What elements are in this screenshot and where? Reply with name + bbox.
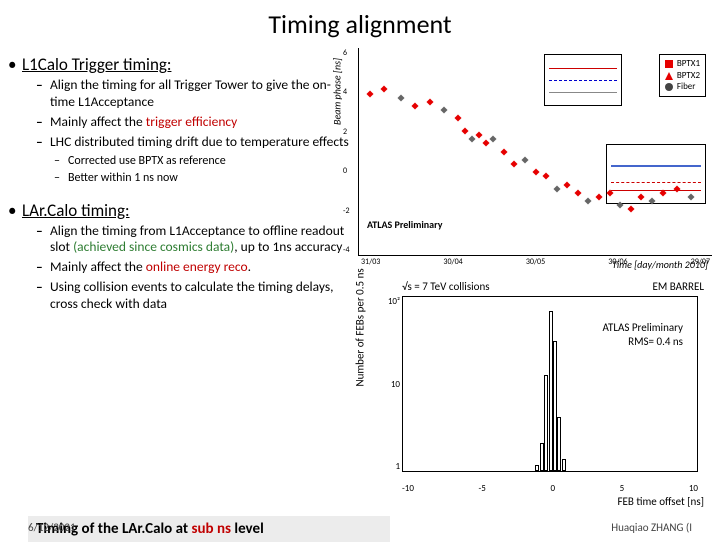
legend-row: BPTX2 bbox=[665, 70, 700, 82]
scatter-point bbox=[475, 131, 482, 138]
footer: 6/12/2021 Huaqiao ZHANG (I bbox=[0, 521, 720, 534]
scatter-point bbox=[483, 140, 490, 147]
list-item: Align the timing for all Trigger Tower t… bbox=[36, 77, 354, 111]
scatter-point bbox=[553, 185, 560, 192]
section2-list: Align the timing from L1Acceptance to of… bbox=[8, 223, 354, 313]
scatter-point bbox=[454, 115, 461, 122]
scatter-point bbox=[398, 94, 405, 101]
section1-sublist: Corrected use BPTX as reference Better w… bbox=[8, 154, 354, 186]
chart2-ylabel: Number of FEBs per 0.5 ns bbox=[354, 268, 367, 386]
list-item: Corrected use BPTX as reference bbox=[54, 154, 354, 169]
scatter-point bbox=[500, 148, 507, 155]
list-item: Mainly affect the online energy reco. bbox=[36, 259, 354, 276]
chart1-yticks: -4-20246 bbox=[343, 48, 350, 255]
chart2-xticks: -10-50510 bbox=[402, 483, 698, 494]
list-item: Mainly affect the trigger efficiency bbox=[36, 114, 354, 131]
scatter-point bbox=[627, 206, 634, 213]
legend-row: Fiber bbox=[665, 81, 700, 93]
chart1-legend: BPTX1BPTX2Fiber bbox=[659, 54, 706, 97]
chart2-yticks: 11010² bbox=[386, 296, 400, 472]
scatter-point bbox=[585, 198, 592, 205]
chart2-xlabel: FEB time offset [ns] bbox=[617, 495, 704, 508]
histogram-bar bbox=[562, 459, 566, 471]
chart2-prelim: ATLAS Preliminary RMS= 0.4 ns bbox=[602, 321, 683, 350]
right-column: Beam phase [ns] Time [day/month 2010] AT… bbox=[358, 48, 712, 508]
list-item: LHC distributed timing drift due to temp… bbox=[36, 134, 354, 151]
chart2-frame: ATLAS Preliminary RMS= 0.4 ns bbox=[402, 296, 698, 472]
chart1-ylabel: Beam phase [ns] bbox=[331, 57, 344, 124]
scatter-point bbox=[574, 189, 581, 196]
scatter-point bbox=[543, 173, 550, 180]
list-item: Align the timing from L1Acceptance to of… bbox=[36, 223, 354, 257]
chart1-inset1 bbox=[544, 54, 622, 106]
list-item: Using collision events to calculate the … bbox=[36, 279, 354, 313]
scatter-point bbox=[380, 86, 387, 93]
chart-beam-phase: Beam phase [ns] Time [day/month 2010] AT… bbox=[358, 48, 712, 256]
chart-feb-histogram: √s = 7 TeV collisions EM BARREL Number o… bbox=[358, 280, 712, 508]
chart2-title2: EM BARREL bbox=[653, 280, 704, 293]
footer-author: Huaqiao ZHANG (I bbox=[611, 521, 692, 534]
scatter-point bbox=[461, 127, 468, 134]
footer-date: 6/12/2021 bbox=[28, 521, 76, 534]
scatter-point bbox=[490, 136, 497, 143]
scatter-point bbox=[412, 102, 419, 109]
scatter-point bbox=[440, 107, 447, 114]
scatter-point bbox=[532, 169, 539, 176]
scatter-point bbox=[595, 193, 602, 200]
scatter-point bbox=[511, 160, 518, 167]
chart2-title1: √s = 7 TeV collisions bbox=[402, 280, 490, 293]
scatter-point bbox=[426, 98, 433, 105]
left-column: •L1Calo Trigger timing: Align the timing… bbox=[8, 48, 358, 508]
scatter-point bbox=[468, 136, 475, 143]
list-item: Better within 1 ns now bbox=[54, 171, 354, 186]
chart1-xticks: 31/0330/0430/0530/0629/07 bbox=[359, 257, 712, 267]
scatter-point bbox=[521, 156, 528, 163]
section1-heading: •L1Calo Trigger timing: bbox=[8, 54, 354, 75]
scatter-point bbox=[564, 181, 571, 188]
section1-list: Align the timing for all Trigger Tower t… bbox=[8, 77, 354, 151]
section2-heading: •LAr.Calo timing: bbox=[8, 200, 354, 221]
content: •L1Calo Trigger timing: Align the timing… bbox=[0, 40, 720, 508]
legend-row: BPTX1 bbox=[665, 58, 700, 70]
page-title: Timing alignment bbox=[0, 0, 720, 40]
chart1-prelim: ATLAS Preliminary bbox=[367, 218, 442, 231]
scatter-point bbox=[366, 90, 373, 97]
